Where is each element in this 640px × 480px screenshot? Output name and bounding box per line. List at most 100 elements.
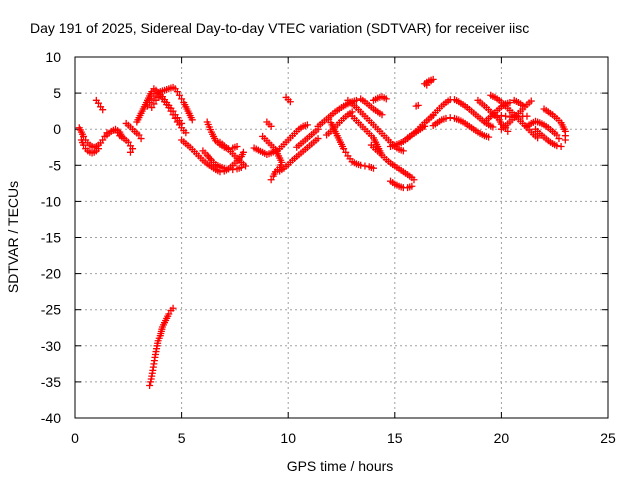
series-track-aj [429, 114, 493, 141]
data-point-marker [169, 107, 177, 115]
data-point-marker [553, 142, 561, 150]
data-point-marker [352, 96, 360, 104]
data-point-marker [514, 113, 522, 121]
data-point-marker [497, 111, 505, 119]
x-tick-label: 10 [280, 430, 296, 446]
data-marks [75, 75, 569, 390]
y-tick-label: -30 [41, 338, 61, 354]
data-point-marker [80, 132, 88, 140]
y-tick-label: 0 [53, 121, 61, 137]
data-point-marker [399, 147, 407, 155]
y-tick-label: -5 [49, 157, 62, 173]
x-tick-label: 5 [178, 430, 186, 446]
x-tick-labels: 0 5 10 15 20 25 [71, 430, 616, 446]
y-axis-label: SDTVAR / TECUs [5, 181, 21, 293]
series-track-x [325, 115, 377, 172]
series-track-h [143, 83, 196, 124]
series-track-f [122, 119, 145, 143]
series-track-n [216, 138, 250, 170]
series-track-r [276, 135, 322, 175]
data-point-marker [220, 164, 228, 172]
series-track-s [263, 118, 275, 130]
data-point-marker [382, 95, 390, 103]
series-track-a [75, 124, 111, 151]
data-point-marker [99, 106, 107, 114]
data-point-marker [229, 166, 237, 174]
data-point-marker [233, 143, 241, 151]
data-point-marker [303, 121, 311, 129]
data-point-marker [376, 149, 384, 157]
y-tick-label: -15 [41, 230, 61, 246]
y-tick-label: 5 [53, 85, 61, 101]
series-track-ac [387, 177, 416, 192]
series-track-as [540, 105, 569, 144]
y-tick-label: -10 [41, 193, 61, 209]
data-point-marker [173, 88, 181, 96]
series-track-ab [348, 112, 418, 184]
series-track-c [92, 96, 107, 114]
data-point-marker [314, 135, 322, 143]
data-point-marker [143, 102, 151, 110]
data-point-marker [485, 133, 493, 141]
data-point-marker [557, 143, 565, 151]
series-track-p [259, 132, 286, 184]
x-tick-label: 15 [387, 430, 403, 446]
series-track-ao [510, 96, 527, 109]
data-point-marker [94, 99, 102, 107]
data-point-marker [135, 131, 143, 139]
data-point-marker [169, 304, 177, 312]
series-track-ag [412, 101, 422, 110]
series-track-af [404, 122, 429, 142]
data-point-marker [423, 81, 431, 89]
data-point-marker [188, 116, 196, 124]
data-point-marker [269, 172, 277, 180]
data-point-marker [99, 136, 107, 144]
series-track-j [146, 304, 177, 390]
y-tick-labels: 10 5 0 -5 -10 -15 -20 -25 -30 -35 -40 [41, 49, 61, 426]
data-point-marker [325, 115, 333, 123]
series-track-aq [523, 117, 563, 143]
data-point-marker [178, 95, 186, 103]
data-point-marker [146, 98, 154, 106]
y-tick-label: -20 [41, 266, 61, 282]
chart-title: Day 191 of 2025, Sidereal Day-to-day VTE… [30, 20, 529, 36]
data-point-marker [225, 165, 233, 173]
series-track-al [480, 98, 514, 126]
data-point-marker [267, 122, 275, 130]
series-track-u [293, 125, 322, 151]
data-point-marker [553, 131, 561, 139]
x-axis-label: GPS time / hours [287, 458, 394, 474]
data-point-marker [493, 112, 501, 120]
series-track-q [274, 121, 311, 155]
series-track-t [282, 93, 294, 106]
series-track-ad [367, 141, 384, 157]
data-point-marker [148, 104, 156, 112]
data-point-marker [527, 97, 535, 105]
data-point-marker [378, 111, 386, 119]
data-point-marker [561, 136, 569, 144]
data-point-marker [175, 91, 183, 99]
data-point-marker [239, 148, 247, 156]
data-point-marker [242, 162, 250, 170]
data-point-marker [178, 119, 186, 127]
data-point-marker [340, 145, 348, 153]
data-point-marker [342, 148, 350, 156]
series-track-b [77, 136, 102, 157]
data-point-marker [146, 382, 154, 390]
data-point-marker [523, 112, 531, 120]
data-point-marker [506, 98, 514, 106]
data-point-marker [504, 127, 512, 135]
data-point-marker [502, 112, 510, 120]
series-track-l [199, 147, 245, 174]
data-point-marker [357, 161, 365, 169]
data-point-marker [369, 164, 377, 172]
data-point-marker [519, 101, 527, 109]
y-tick-label: -35 [41, 374, 61, 390]
data-point-marker [361, 162, 369, 170]
data-point-marker [165, 310, 173, 318]
series-track-e [114, 129, 137, 156]
data-point-marker [414, 101, 422, 109]
series-track-y [344, 96, 407, 155]
series-track-ah [421, 75, 437, 89]
